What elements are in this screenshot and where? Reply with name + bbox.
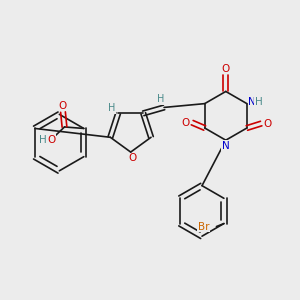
Text: H: H (108, 103, 115, 113)
Text: O: O (182, 118, 190, 128)
Text: H: H (255, 97, 263, 107)
Text: H: H (157, 94, 164, 104)
Text: N: N (222, 140, 230, 151)
Text: O: O (47, 135, 55, 145)
Text: H: H (39, 135, 47, 145)
Text: O: O (59, 100, 67, 111)
Text: O: O (128, 153, 136, 163)
Text: Br: Br (197, 221, 209, 232)
Text: N: N (248, 97, 256, 107)
Text: O: O (222, 64, 230, 74)
Text: O: O (264, 118, 272, 128)
